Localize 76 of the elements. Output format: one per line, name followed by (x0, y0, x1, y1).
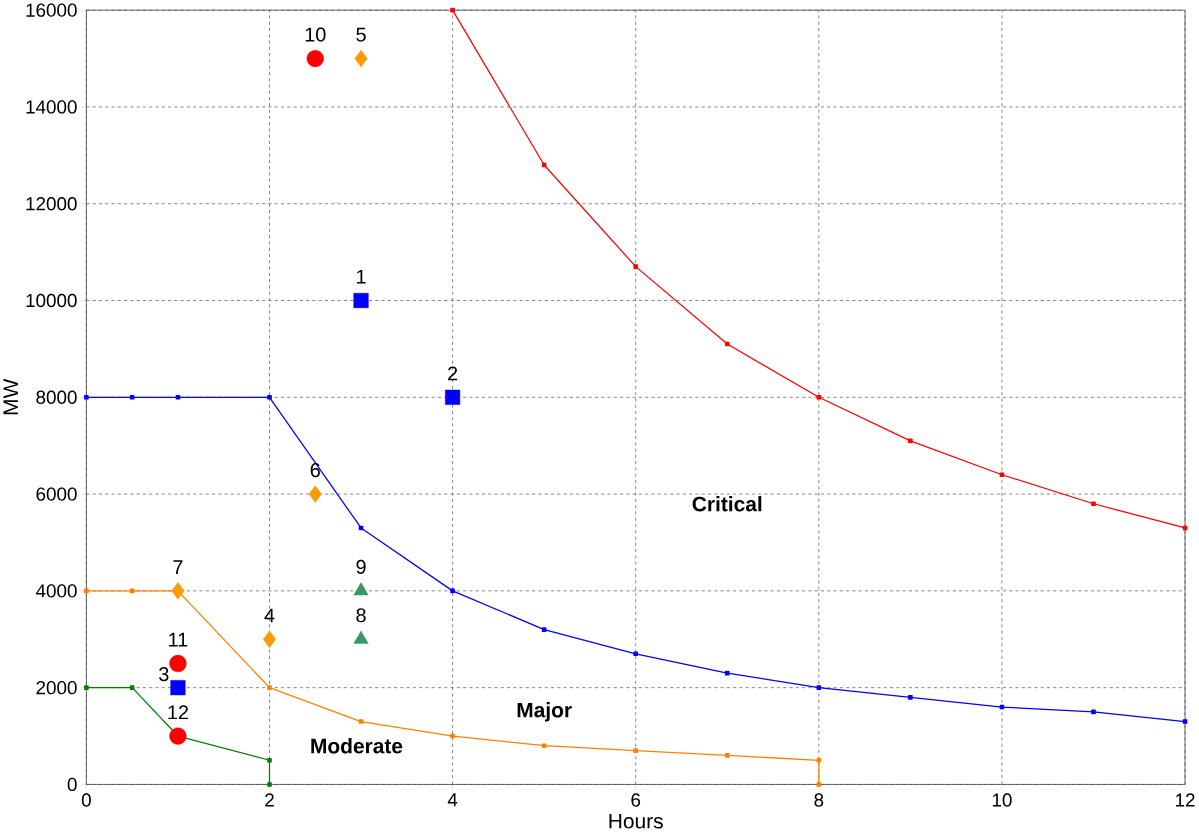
point (354, 49, 368, 68)
point (816, 757, 822, 763)
point (84, 395, 89, 400)
y-tick-label: 6000 (36, 487, 77, 501)
x-tick-label: 8 (814, 793, 824, 807)
x-tick-label: 10 (992, 793, 1012, 807)
point (541, 743, 547, 749)
annotation: 4 (264, 608, 275, 623)
annotation: 8 (356, 608, 366, 623)
annotation: 5 (356, 27, 366, 42)
point (816, 395, 822, 400)
point (169, 727, 187, 745)
point (1091, 501, 1096, 507)
x-tick-label: 4 (447, 793, 458, 807)
point (175, 395, 181, 400)
point (724, 670, 730, 676)
annotation: 11 (169, 632, 188, 647)
point (999, 472, 1005, 478)
point (171, 582, 185, 600)
point (816, 782, 822, 787)
y-tick-label: 0 (67, 777, 77, 792)
point (724, 341, 730, 347)
point (84, 685, 89, 690)
y-tick-label: 8000 (36, 390, 77, 404)
point (129, 685, 135, 690)
annotation: Major (517, 702, 572, 722)
point (450, 588, 455, 594)
y-tick-label: 2000 (36, 680, 77, 695)
point (450, 733, 455, 739)
point (908, 695, 913, 700)
y-tick-label: 14000 (26, 100, 77, 114)
point (908, 438, 913, 444)
point (267, 395, 272, 400)
point (724, 753, 730, 758)
annotation: 3 (159, 667, 169, 682)
point (445, 389, 461, 405)
point (450, 7, 455, 13)
point (816, 685, 822, 690)
point (541, 627, 547, 632)
x-tick-label: 0 (81, 793, 91, 807)
point (263, 630, 276, 648)
point (633, 264, 639, 269)
point (353, 582, 369, 596)
annotation: Moderate (311, 738, 403, 754)
y-axis-title: MW (3, 378, 18, 415)
point (633, 748, 639, 753)
point (267, 685, 272, 690)
x-tick-label: 2 (265, 793, 274, 807)
point (84, 588, 89, 594)
annotation: 9 (356, 559, 366, 574)
annotation: Critical (692, 496, 762, 512)
point (358, 719, 364, 724)
y-tick-label: 4000 (35, 584, 77, 598)
y-tick-label: 10000 (26, 293, 77, 308)
point (129, 395, 135, 400)
y-tick-label: 16000 (26, 3, 77, 17)
point (267, 757, 272, 763)
annotation: 6 (310, 463, 320, 478)
point (267, 782, 272, 787)
y-tick-label: 12000 (26, 197, 77, 211)
point (1182, 719, 1188, 724)
annotation: 7 (173, 560, 183, 574)
annotation: 10 (305, 27, 326, 42)
annotation: 1 (357, 269, 366, 284)
point (308, 485, 322, 503)
point (306, 49, 324, 68)
point (1091, 709, 1096, 715)
point (633, 651, 639, 657)
annotation: 12 (168, 705, 188, 720)
point (170, 680, 186, 696)
x-tick-label: 12 (1176, 793, 1195, 807)
point (353, 292, 369, 309)
annotation: 2 (448, 366, 458, 381)
x-axis-title: Hours (609, 813, 663, 829)
point (169, 654, 187, 673)
x-tick-label: 6 (631, 793, 641, 807)
